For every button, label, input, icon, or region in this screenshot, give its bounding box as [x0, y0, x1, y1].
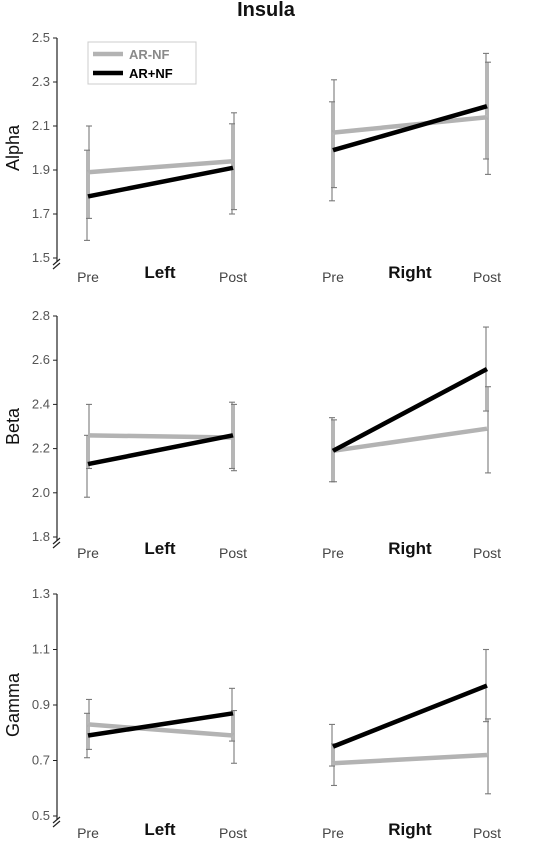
y-tick-label: 2.8	[32, 308, 50, 323]
series-line-arminusnf-left	[87, 433, 234, 440]
x-tick-label: Post	[473, 545, 501, 561]
y-tick-label: 0.9	[32, 697, 50, 712]
error-bar	[329, 417, 335, 483]
series-line-arplusnf-right	[332, 683, 488, 749]
group-label: Right	[388, 820, 432, 839]
series-line-arplusnf-left	[87, 711, 234, 738]
y-tick-label: 1.3	[32, 586, 50, 601]
error-bar	[329, 101, 335, 202]
x-tick-label: Post	[473, 825, 501, 841]
axis-break	[52, 537, 61, 549]
y-tick-label: 1.1	[32, 642, 50, 657]
y-tick-label: 2.5	[32, 30, 50, 45]
axis-break-mark	[52, 258, 61, 266]
y-tick-label: 1.8	[32, 529, 50, 544]
x-tick-label: Post	[473, 269, 501, 285]
x-tick-label: Pre	[322, 269, 344, 285]
axis-break-mark	[52, 262, 61, 270]
y-axis-label: Beta	[3, 407, 23, 445]
x-tick-label: Pre	[77, 825, 99, 841]
x-tick-label: Post	[219, 825, 247, 841]
axis-break-mark	[52, 541, 61, 549]
group-label: Left	[144, 263, 176, 282]
legend-label: AR+NF	[129, 66, 173, 81]
series-line-arminusnf-right	[332, 752, 488, 766]
y-tick-label: 2.6	[32, 352, 50, 367]
y-tick-label: 2.2	[32, 441, 50, 456]
x-tick-label: Pre	[77, 269, 99, 285]
x-tick-label: Pre	[322, 825, 344, 841]
x-tick-label: Post	[219, 545, 247, 561]
axis-break-mark	[52, 816, 61, 824]
series-line-arplusnf-left	[87, 165, 234, 199]
series-line-arminusnf-left	[87, 722, 234, 738]
legend: AR-NF AR+NF	[87, 41, 197, 85]
series-line-arplusnf-right	[331, 367, 489, 453]
y-axis-label: Gamma	[3, 672, 23, 737]
y-tick-label: 1.7	[32, 206, 50, 221]
y-tick-label: 0.5	[32, 808, 50, 823]
axis-break-mark	[52, 537, 61, 545]
group-label: Left	[144, 820, 176, 839]
y-axis-label: Alpha	[3, 124, 23, 171]
y-tick-label: 0.7	[32, 753, 50, 768]
panels: 1.5 1.7 1.9 2.1 2.3 2.5 Alpha Pre Post Pre Post Lef…	[3, 30, 501, 841]
error-bar	[84, 149, 90, 241]
y-tick-label: 2.1	[32, 118, 50, 133]
axis-break-mark	[52, 820, 61, 828]
axis-break	[52, 816, 61, 828]
series-line-arminusnf-right	[332, 114, 488, 135]
error-bar	[84, 712, 90, 759]
group-label: Right	[388, 263, 432, 282]
y-tick-label: 2.0	[32, 485, 50, 500]
y-tick-label: 2.3	[32, 74, 50, 89]
axis-break	[52, 258, 61, 270]
error-bar	[329, 723, 335, 767]
group-label: Right	[388, 539, 432, 558]
panel-alpha: 1.5 1.7 1.9 2.1 2.3 2.5 Alpha Pre Post Pre Post Lef…	[3, 30, 501, 285]
x-tick-label: Post	[219, 269, 247, 285]
figure-title: Insula	[237, 0, 296, 21]
panel-beta: 1.8 2.0 2.2 2.4 2.6 2.8 Beta Pre Post Pre Post Left…	[3, 308, 501, 561]
y-tick-label: 1.9	[32, 162, 50, 177]
legend-box	[87, 41, 197, 85]
x-tick-label: Pre	[77, 545, 99, 561]
group-label: Left	[144, 539, 176, 558]
series-line-arplusnf-right	[332, 104, 488, 153]
x-tick-label: Pre	[322, 545, 344, 561]
series-line-arminusnf-left	[87, 158, 234, 175]
series-line-arminusnf-right	[332, 426, 488, 454]
y-tick-label: 1.5	[32, 250, 50, 265]
legend-label: AR-NF	[129, 47, 169, 62]
series-line-arplusnf-left	[87, 433, 234, 467]
panel-gamma: 0.5 0.7 0.9 1.1 1.3 Gamma Pre Post Pre Post Left Ri…	[3, 586, 501, 841]
y-tick-label: 2.4	[32, 396, 50, 411]
